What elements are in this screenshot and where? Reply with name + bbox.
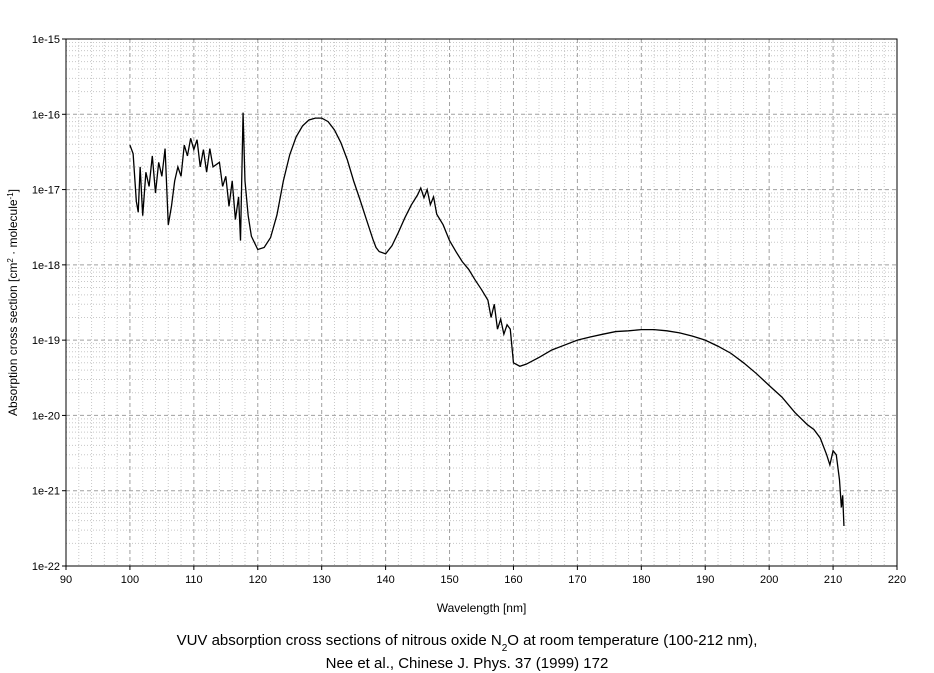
x-tick-label: 170 [568,574,586,586]
x-tick-label: 110 [185,574,203,586]
x-tick-label: 190 [696,574,714,586]
x-axis-label: Wavelength [nm] [437,601,527,615]
x-tick-label: 210 [824,574,842,586]
chart-title-part: O at room temperature (100-212 nm), [507,632,757,649]
y-tick-label: 1e-20 [32,410,60,422]
y-axis-label-part: 2 [6,258,15,263]
y-tick-label: 1e-17 [32,185,60,197]
x-tick-label: 160 [504,574,522,586]
x-tick-label: 90 [60,574,72,586]
chart-title-part: VUV absorption cross sections of nitrous… [177,632,502,649]
x-tick-label: 220 [888,574,906,586]
x-tick-label: 140 [376,574,394,586]
y-tick-label: 1e-18 [32,260,60,272]
y-tick-label: 1e-16 [32,109,60,121]
chart-title: VUV absorption cross sections of nitrous… [177,632,758,654]
y-axis-label-part: -1 [6,192,15,200]
plot-frame [65,38,898,567]
y-axis-label-part: Absorption cross section [cm [6,263,20,416]
chart-subtitle: Nee et al., Chinese J. Phys. 37 (1999) 1… [326,655,609,672]
y-tick-label: 1e-22 [32,561,60,573]
x-tick-label: 100 [121,574,139,586]
x-tick-label: 200 [760,574,778,586]
y-tick-label: 1e-15 [32,34,60,46]
x-tick-label: 130 [313,574,331,586]
x-tick-label: 120 [249,574,267,586]
y-axis-label-part: · molecule [6,199,20,258]
y-axis-label-part: ] [6,189,20,192]
y-axis-label: Absorption cross section [cm2 · molecule… [6,189,21,416]
y-tick-label: 1e-21 [32,486,60,498]
data-line [129,112,845,527]
x-tick-label: 150 [440,574,458,586]
chart-title-part: 2 [502,643,508,654]
x-tick-label: 180 [632,574,650,586]
y-tick-label: 1e-19 [32,335,60,347]
